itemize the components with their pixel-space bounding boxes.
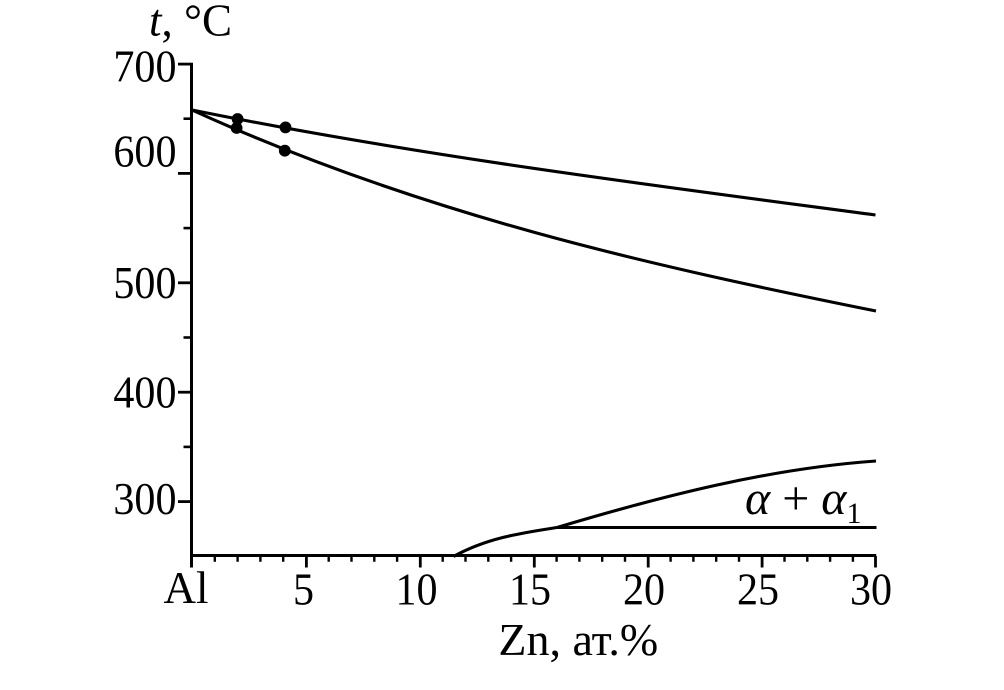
svg-text:30: 30	[850, 564, 892, 615]
svg-text:25: 25	[737, 564, 779, 615]
svg-text:700: 700	[113, 41, 176, 92]
svg-text:10: 10	[395, 564, 437, 615]
svg-text:Zn, ат.%: Zn, ат.%	[498, 614, 658, 665]
svg-text:400: 400	[113, 367, 176, 418]
svg-text:t, °C: t, °C	[149, 0, 232, 46]
svg-text:5: 5	[293, 564, 314, 615]
svg-text:15: 15	[509, 564, 551, 615]
svg-text:500: 500	[113, 257, 176, 308]
svg-text:300: 300	[113, 473, 176, 524]
svg-text:Al: Al	[164, 563, 209, 613]
svg-text:α + α1: α + α1	[745, 472, 861, 530]
svg-text:600: 600	[113, 126, 176, 177]
svg-text:20: 20	[623, 564, 665, 615]
